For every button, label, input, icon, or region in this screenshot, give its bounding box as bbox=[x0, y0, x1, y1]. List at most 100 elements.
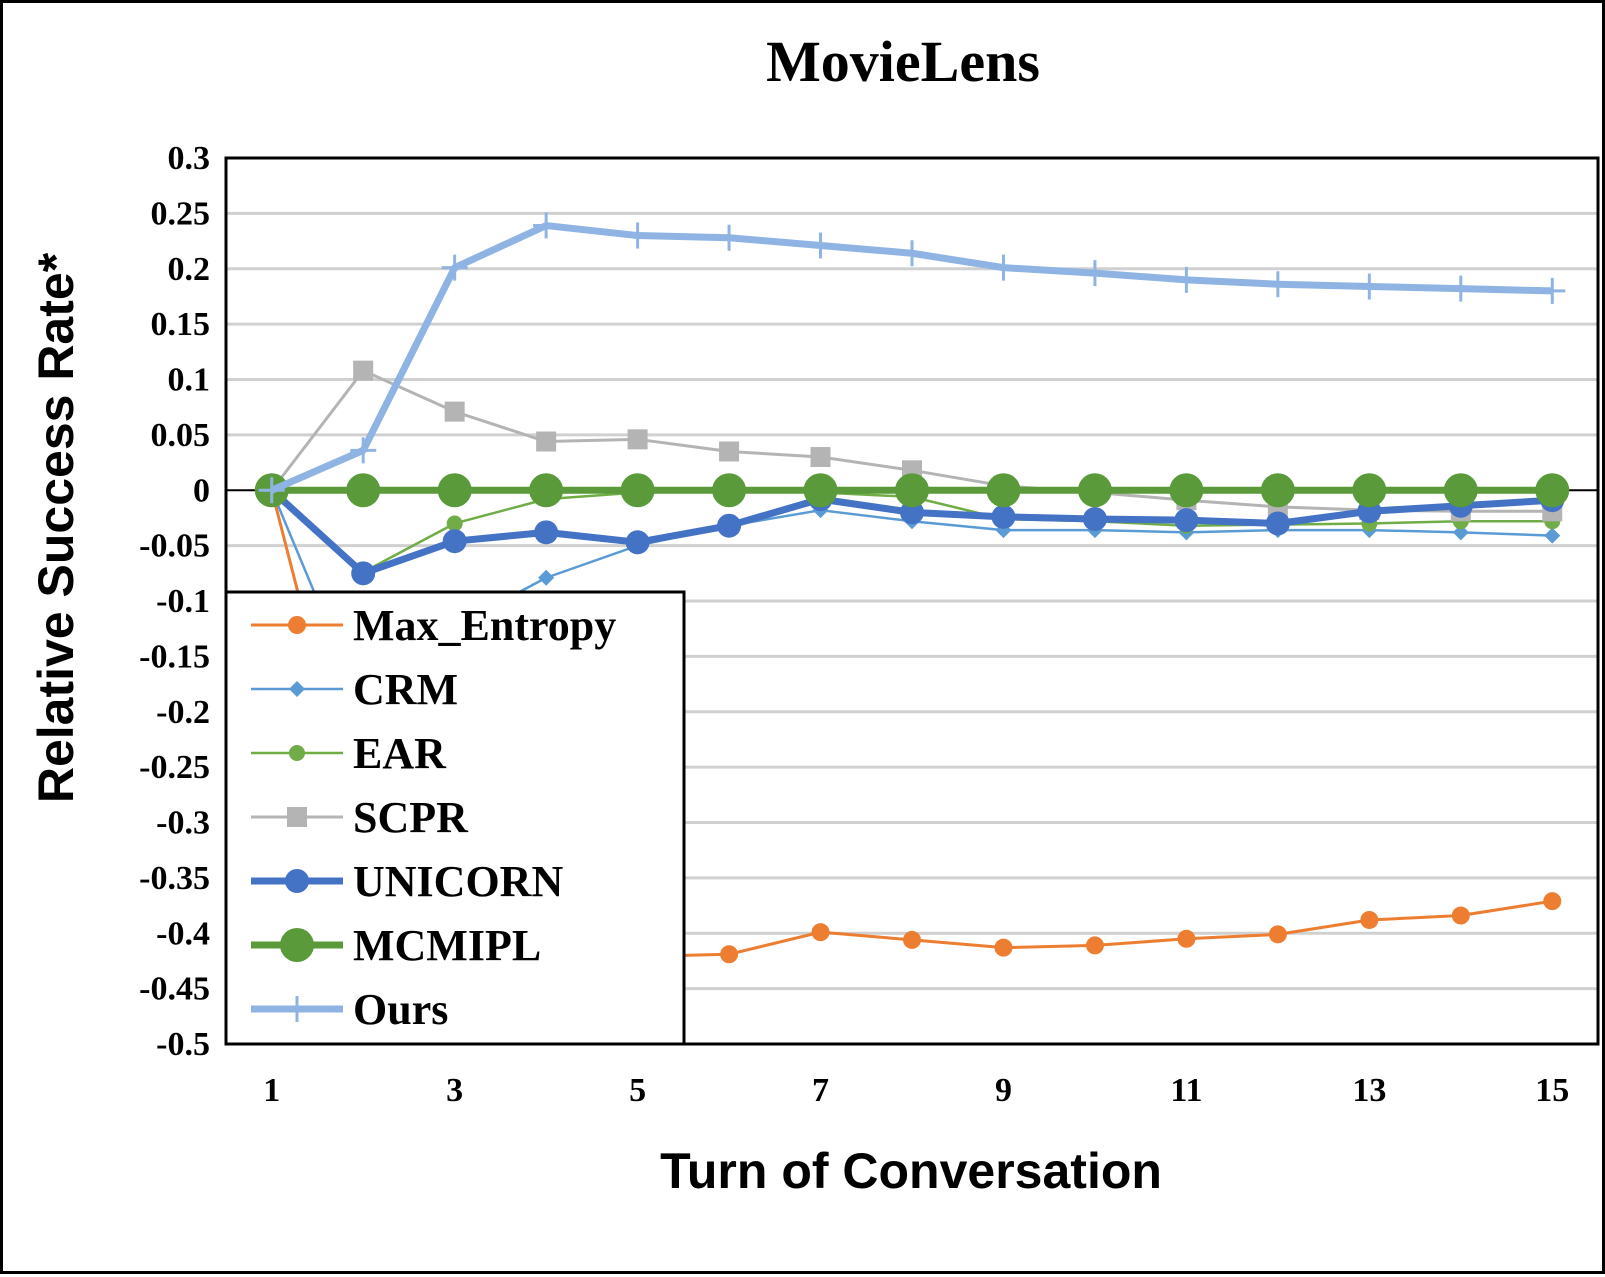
data-point-mcmipl bbox=[1169, 473, 1204, 508]
y-tick-label: -0.45 bbox=[139, 971, 210, 1008]
data-point-unicorn bbox=[1082, 507, 1107, 532]
legend-item-scpr: SCPR bbox=[251, 793, 469, 842]
x-tick-label: 13 bbox=[1352, 1072, 1386, 1109]
data-point-mcmipl bbox=[1535, 473, 1570, 508]
data-point-ours bbox=[899, 240, 925, 267]
data-point-mcmipl bbox=[1260, 473, 1295, 508]
data-point-mcmipl bbox=[529, 473, 564, 508]
data-point-scpr bbox=[353, 360, 374, 381]
x-tick-label: 3 bbox=[446, 1072, 463, 1109]
data-point-max-entropy bbox=[1268, 925, 1287, 944]
legend-label: SCPR bbox=[353, 793, 469, 842]
y-tick-label: -0.2 bbox=[156, 694, 210, 731]
y-tick-label: -0.4 bbox=[156, 915, 210, 952]
data-point-max-entropy bbox=[720, 945, 739, 964]
data-point-ours bbox=[807, 232, 834, 259]
y-tick-label: 0.25 bbox=[151, 195, 211, 232]
data-point-crm bbox=[1544, 527, 1561, 544]
legend-item-crm: CRM bbox=[251, 665, 458, 714]
legend-item-mcmipl: MCMIPL bbox=[251, 921, 541, 970]
data-point-max-entropy bbox=[994, 938, 1013, 957]
data-point-crm bbox=[1452, 524, 1469, 541]
data-point-max-entropy bbox=[1177, 929, 1196, 948]
data-point-mcmipl bbox=[346, 473, 381, 508]
x-tick-label: 11 bbox=[1170, 1072, 1202, 1109]
legend-label: CRM bbox=[353, 665, 458, 714]
y-tick-label: -0.05 bbox=[139, 528, 210, 565]
data-point-unicorn bbox=[717, 513, 742, 538]
x-axis-label: Turn of Conversation bbox=[660, 1143, 1162, 1199]
y-tick-label: 0.05 bbox=[151, 417, 211, 454]
data-point-ours bbox=[990, 254, 1017, 281]
data-point-ours bbox=[1447, 275, 1474, 302]
data-point-scpr bbox=[810, 447, 831, 468]
series-mcmipl bbox=[254, 473, 1570, 508]
data-point-unicorn bbox=[442, 529, 467, 554]
data-point-max-entropy bbox=[903, 930, 921, 949]
y-tick-label: -0.15 bbox=[139, 638, 210, 675]
legend-label: UNICORN bbox=[353, 857, 563, 906]
line-chart: MovieLens Turn of Conversation Relative … bbox=[28, 29, 1600, 1199]
data-point-unicorn bbox=[900, 500, 924, 525]
legend-marker bbox=[288, 616, 306, 634]
data-point-unicorn bbox=[1174, 508, 1199, 533]
y-axis-label: Relative Success Rate* bbox=[28, 252, 84, 803]
data-point-ours bbox=[350, 437, 377, 464]
data-point-crm bbox=[538, 569, 555, 586]
data-point-mcmipl bbox=[986, 473, 1021, 508]
data-point-mcmipl bbox=[620, 473, 655, 508]
y-axis-ticks: 0.3 0.25 0.2 0.15 0.1 0.05 0 -0.05 -0.1 -0.15 -0.2… bbox=[139, 140, 210, 1063]
data-point-max-entropy bbox=[1085, 936, 1104, 955]
data-point-unicorn bbox=[1265, 511, 1290, 536]
data-point-unicorn bbox=[991, 504, 1016, 529]
legend-item-ear: EAR bbox=[251, 729, 447, 778]
y-tick-label: -0.35 bbox=[139, 860, 210, 897]
legend-marker bbox=[287, 807, 307, 827]
y-tick-label: -0.5 bbox=[156, 1026, 210, 1063]
legend-label: EAR bbox=[353, 729, 447, 778]
data-point-scpr bbox=[536, 431, 557, 452]
legend-label: Ours bbox=[353, 985, 448, 1034]
y-tick-label: -0.1 bbox=[156, 583, 210, 620]
x-axis-ticks: 1 3 5 7 9 11 13 15 bbox=[263, 1072, 1569, 1109]
data-point-unicorn bbox=[534, 520, 559, 545]
x-tick-label: 1 bbox=[263, 1072, 280, 1109]
data-point-unicorn bbox=[625, 530, 650, 555]
data-point-mcmipl bbox=[1077, 473, 1112, 508]
data-point-ours bbox=[1081, 260, 1108, 287]
legend: Max_Entropy CRM EAR SCPR UNICORN MCMIPL Ours bbox=[224, 590, 686, 1046]
y-tick-label: 0.2 bbox=[168, 251, 211, 288]
data-point-max-entropy bbox=[1543, 892, 1562, 911]
legend-item-ours: Ours bbox=[251, 985, 448, 1034]
legend-label: MCMIPL bbox=[353, 921, 541, 970]
x-tick-label: 15 bbox=[1535, 1072, 1569, 1109]
x-tick-label: 9 bbox=[995, 1072, 1012, 1109]
y-tick-label: -0.3 bbox=[156, 805, 210, 842]
y-tick-label: 0.1 bbox=[168, 362, 211, 399]
x-tick-label: 7 bbox=[812, 1072, 829, 1109]
legend-marker bbox=[280, 928, 314, 962]
y-tick-label: -0.25 bbox=[139, 749, 210, 786]
data-point-ours bbox=[1173, 266, 1200, 293]
legend-marker bbox=[289, 681, 305, 697]
data-point-ours bbox=[258, 477, 285, 504]
legend-marker bbox=[284, 996, 310, 1022]
data-point-ours bbox=[716, 224, 743, 251]
y-tick-label: 0.15 bbox=[151, 306, 211, 343]
legend-item-max-entropy: Max_Entropy bbox=[251, 601, 616, 650]
data-point-mcmipl bbox=[895, 473, 929, 508]
data-point-mcmipl bbox=[712, 473, 747, 508]
series-lines bbox=[254, 212, 1570, 966]
data-point-unicorn bbox=[351, 561, 376, 586]
y-tick-label: 0 bbox=[193, 472, 210, 509]
chart-title: MovieLens bbox=[766, 29, 1040, 94]
y-tick-label: 0.3 bbox=[168, 140, 211, 177]
series-ours bbox=[258, 212, 1566, 504]
data-point-scpr bbox=[444, 401, 465, 422]
data-point-scpr bbox=[627, 429, 648, 450]
data-point-ours bbox=[533, 212, 560, 239]
data-point-mcmipl bbox=[1443, 473, 1478, 508]
data-point-ours bbox=[1539, 277, 1566, 304]
data-point-max-entropy bbox=[1451, 906, 1470, 925]
legend-marker bbox=[289, 745, 305, 761]
